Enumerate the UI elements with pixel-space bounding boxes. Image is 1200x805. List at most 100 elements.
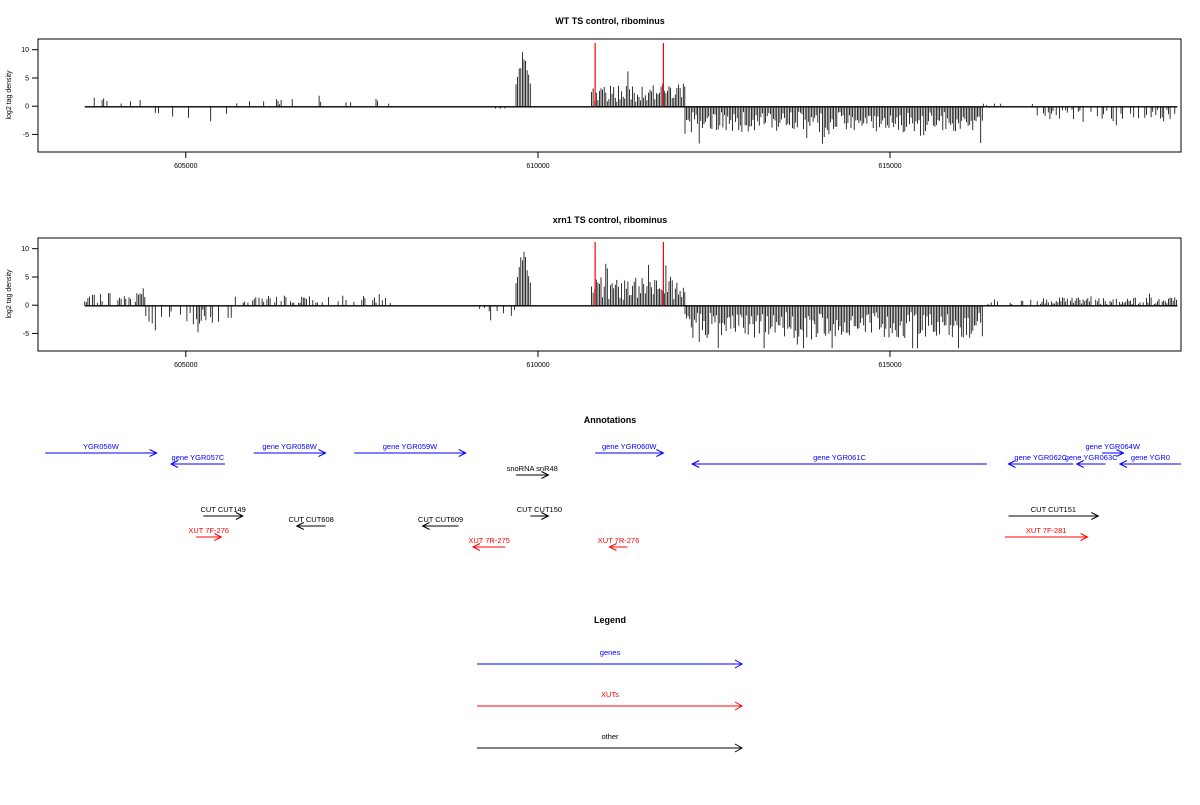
- panel-title: xrn1 TS control, ribominus: [553, 215, 668, 225]
- y-tick-label: -5: [23, 331, 29, 338]
- legend-item-xuts: XUTs: [477, 690, 744, 711]
- signal-segment: [479, 305, 515, 321]
- feature-arrow-head: [1080, 533, 1089, 541]
- annotation-feature: gene YGR062C: [1007, 453, 1074, 468]
- x-tick-label: 610000: [526, 362, 549, 369]
- signal-segment: [145, 305, 232, 333]
- annotation-feature: XUT 7F-281: [1004, 526, 1089, 541]
- feature-label: gene YGR058W: [262, 442, 317, 451]
- feature-arrow-head: [1007, 460, 1016, 468]
- y-tick-label: 5: [25, 275, 29, 282]
- track-panel-wt: WT TS control, ribominus log2 tag densit…: [6, 16, 1182, 170]
- x-tick-label: 605000: [174, 163, 197, 170]
- legend-item-genes: genes: [477, 648, 744, 669]
- signal-segment: [684, 106, 983, 144]
- feature-label: CUT CUT149: [200, 505, 245, 514]
- y-tick: 0: [25, 303, 38, 310]
- feature-arrow-head: [421, 522, 430, 530]
- feature-arrow-head: [656, 449, 665, 457]
- x-tick: 610000: [526, 351, 550, 369]
- signal-segment: [93, 97, 141, 107]
- feature-arrow-head: [149, 449, 158, 457]
- y-tick: 5: [25, 76, 38, 83]
- annotation-feature: gene YGR058W: [253, 442, 327, 457]
- feature-arrow-head: [458, 449, 467, 457]
- signal-segment: [1036, 293, 1177, 306]
- annotation-feature: XUT 7F-276: [188, 526, 229, 541]
- feature-label: XUT 7F-276: [188, 526, 229, 535]
- track-panel-xrn1: xrn1 TS control, ribominus log2 tag dens…: [6, 215, 1182, 369]
- feature-arrow-head: [691, 460, 700, 468]
- feature-arrow-head: [1091, 512, 1100, 520]
- signal-segment: [591, 71, 686, 107]
- x-tick: 605000: [174, 152, 198, 170]
- panel-title: WT TS control, ribominus: [555, 16, 665, 26]
- feature-arrow-head: [1116, 449, 1125, 457]
- legend-label: other: [601, 732, 619, 741]
- feature-label: CUT CUT609: [418, 515, 463, 524]
- y-tick: 10: [21, 246, 38, 253]
- feature-label: XUT 7R-276: [598, 536, 640, 545]
- x-tick: 605000: [174, 351, 198, 369]
- plot-frame: [37, 237, 1182, 352]
- y-tick: -5: [23, 331, 38, 338]
- feature-arrow-head: [295, 522, 305, 530]
- feature-label: XUT 7R-275: [468, 536, 510, 545]
- legend: Legend genes XUTs other: [477, 615, 744, 753]
- feature-label: gene YGR063C: [1065, 453, 1118, 462]
- legend-arrow-head: [734, 743, 744, 753]
- legend-label: XUTs: [601, 690, 619, 699]
- feature-label: snoRNA snR48: [507, 464, 558, 473]
- feature-arrow-head: [235, 512, 244, 520]
- feature-arrow-head: [214, 533, 223, 541]
- region-markers: [594, 43, 665, 107]
- annotation-feature: gene YGR0: [1118, 453, 1181, 468]
- feature-arrow-head: [541, 471, 550, 479]
- feature-arrow-head: [169, 460, 179, 468]
- annotation-feature: gene YGR057C: [169, 453, 225, 468]
- feature-label: CUT CUT150: [517, 505, 562, 514]
- x-tick: 610000: [526, 152, 550, 170]
- feature-arrow-head: [1075, 460, 1084, 468]
- y-tick-label: 0: [25, 303, 29, 310]
- feature-label: gene YGR059W: [383, 442, 438, 451]
- feature-label: gene YGR061C: [813, 453, 866, 462]
- feature-label: CUT CUT608: [289, 515, 334, 524]
- feature-arrow-head: [608, 543, 617, 551]
- y-tick-label: -5: [23, 132, 29, 139]
- annotation-feature: gene YGR061C: [691, 453, 987, 468]
- annotation-feature: gene YGR063C: [1065, 453, 1118, 468]
- annotation-feature: YGR056W: [45, 442, 158, 457]
- signal-segment: [982, 103, 1033, 107]
- signal-segment: [236, 95, 390, 107]
- feature-label: YGR056W: [83, 442, 120, 451]
- annotation-feature: CUT CUT149: [200, 505, 246, 520]
- x-tick-label: 610000: [526, 163, 549, 170]
- signal-segment: [684, 305, 983, 349]
- y-axis-label: log2 tag density: [6, 269, 13, 319]
- feature-arrow-head: [471, 543, 481, 551]
- feature-label: gene YGR057C: [172, 453, 225, 462]
- axis-ticks: 10 5 0 -5 605000 610000: [21, 246, 902, 369]
- signal-segment: [234, 294, 391, 306]
- annotation-feature: gene YGR059W: [354, 442, 467, 457]
- legend-arrow-head: [734, 701, 744, 711]
- y-axis-label: log2 tag density: [6, 70, 13, 120]
- annotation-feature: CUT CUT150: [517, 505, 562, 520]
- legend-title: Legend: [594, 615, 626, 625]
- axis-ticks: 10 5 0 -5 605000 610000: [21, 47, 902, 170]
- signal-segment: [591, 263, 686, 306]
- annotation-feature: CUT CUT608: [289, 515, 334, 530]
- signal-segment: [84, 288, 146, 306]
- y-tick-label: 10: [21, 246, 29, 253]
- feature-label: gene YGR062C: [1014, 453, 1067, 462]
- y-tick: 5: [25, 275, 38, 282]
- x-tick: 615000: [878, 152, 902, 170]
- annotations-title: Annotations: [584, 415, 637, 425]
- y-tick-label: 0: [25, 104, 29, 111]
- region-markers: [594, 242, 665, 306]
- y-tick: -5: [23, 132, 38, 139]
- signal-segment: [495, 106, 506, 109]
